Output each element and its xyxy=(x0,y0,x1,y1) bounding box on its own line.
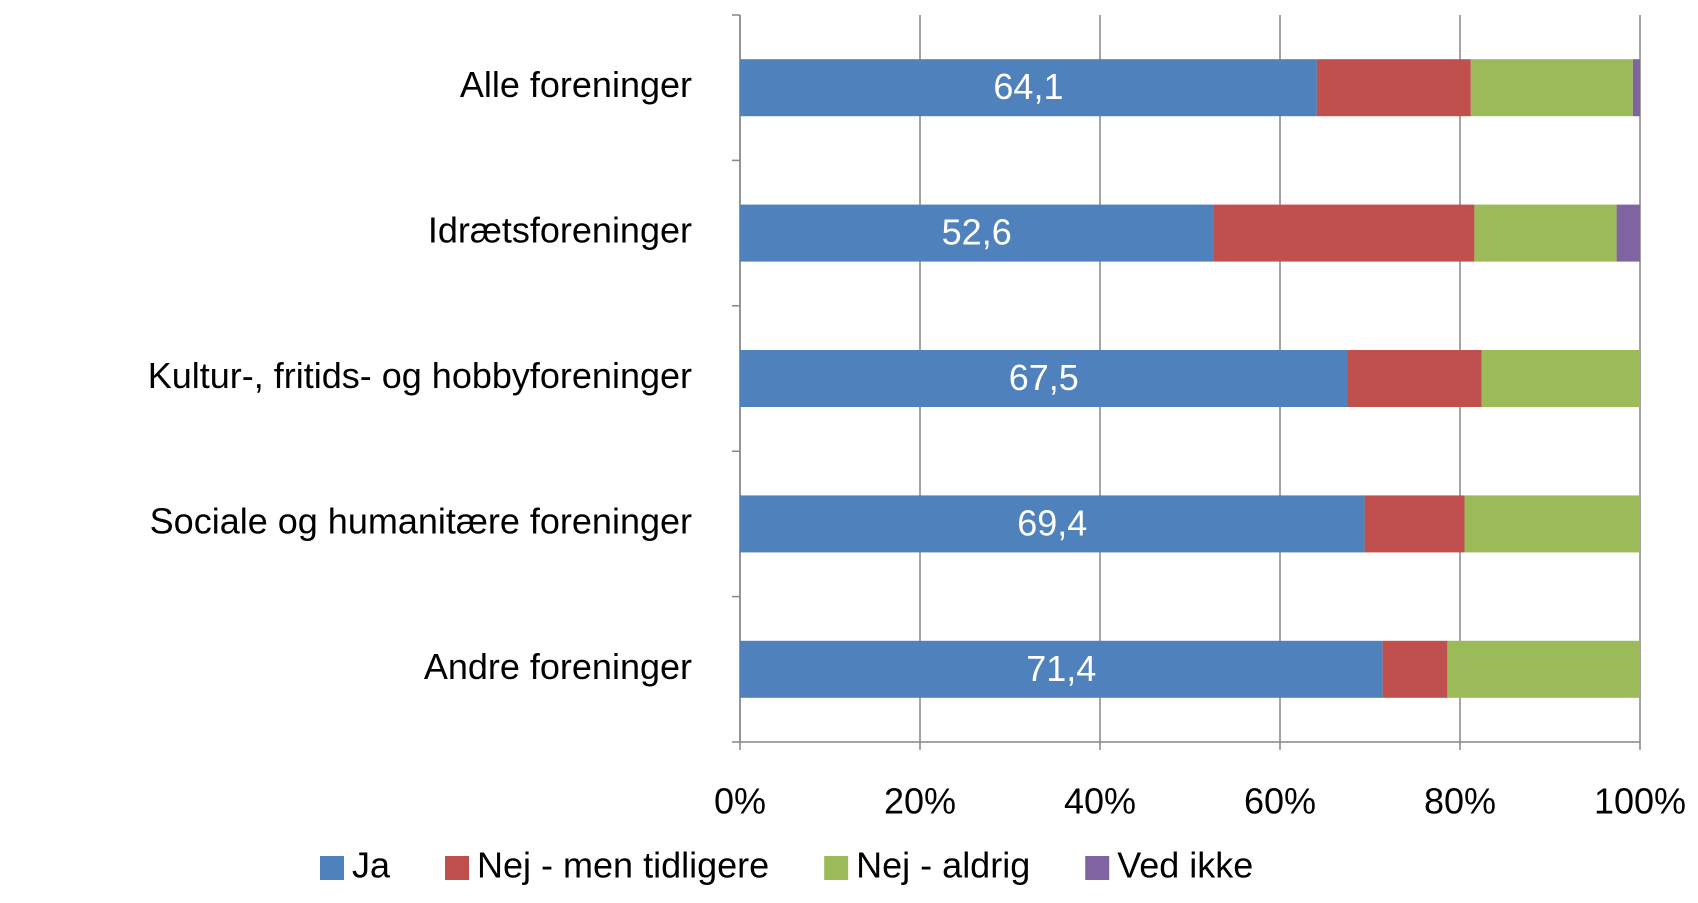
bar-segment xyxy=(1474,204,1617,262)
bar-segment xyxy=(740,350,1348,407)
x-tick-label: 0% xyxy=(714,781,766,822)
x-tick-label: 100% xyxy=(1594,781,1686,822)
y-tick-label: Kultur-, fritids- og hobbyforeninger xyxy=(148,355,692,396)
bar-segment xyxy=(1316,59,1471,117)
bar-segment xyxy=(1447,640,1640,698)
bar-segment xyxy=(1632,59,1640,117)
legend-label: Nej - aldrig xyxy=(856,845,1030,886)
x-tick-label: 60% xyxy=(1244,781,1316,822)
bar-segment xyxy=(740,204,1214,262)
y-tick-label: Andre foreninger xyxy=(424,646,692,687)
data-label: 69,4 xyxy=(1017,502,1087,543)
legend-swatch xyxy=(824,856,849,880)
bar-segment xyxy=(1347,350,1482,407)
bar-segment xyxy=(1364,495,1465,553)
data-label: 64,1 xyxy=(993,66,1063,107)
data-label: 71,4 xyxy=(1026,648,1096,689)
legend-label: Nej - men tidligere xyxy=(477,845,769,886)
data-label: 52,6 xyxy=(942,212,1012,253)
legend-label: Ja xyxy=(352,845,391,886)
y-tick-label: Idrætsforeninger xyxy=(428,210,692,251)
y-tick-label: Alle foreninger xyxy=(460,64,692,105)
y-tick-label: Sociale og humanitære foreninger xyxy=(150,500,692,541)
x-tick-label: 80% xyxy=(1424,781,1496,822)
bar-segment xyxy=(1213,204,1475,262)
x-tick-label: 40% xyxy=(1064,781,1136,822)
x-tick-label: 20% xyxy=(884,781,956,822)
bar-segment xyxy=(1616,204,1640,262)
bar-segment xyxy=(740,495,1365,553)
bar-segment xyxy=(1481,350,1640,407)
bar-segment xyxy=(1382,640,1448,698)
bar-segment xyxy=(1470,59,1633,117)
bar-segment xyxy=(1464,495,1640,553)
data-label: 67,5 xyxy=(1009,357,1079,398)
legend-label: Ved ikke xyxy=(1117,845,1253,886)
legend-swatch xyxy=(445,856,470,880)
bar-segment xyxy=(740,59,1317,117)
bar-segment xyxy=(740,640,1383,698)
legend-swatch xyxy=(320,856,344,880)
legend-swatch xyxy=(1085,856,1110,880)
